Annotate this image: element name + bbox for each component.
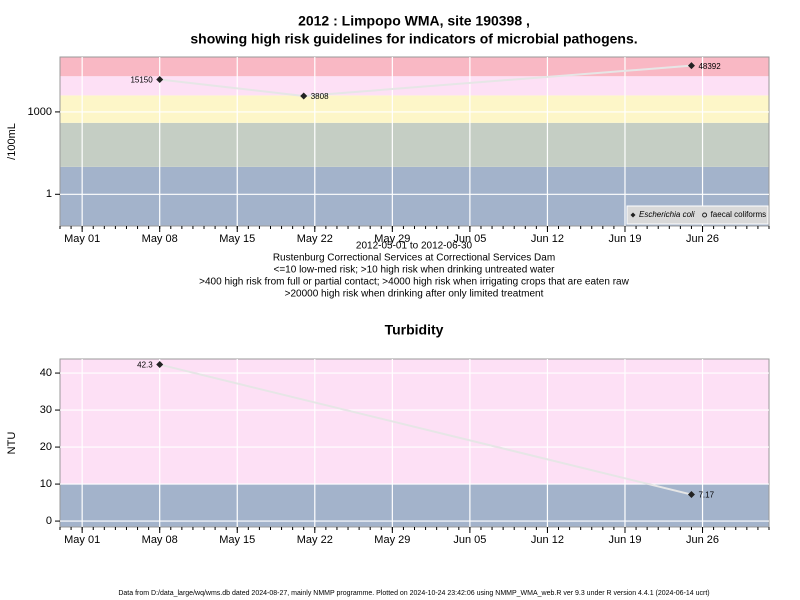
- x-tick-label: May 08: [142, 534, 178, 546]
- value-label: 42.3: [137, 361, 153, 370]
- x-tick-label: May 29: [374, 534, 410, 546]
- x-tick-label: May 01: [64, 233, 100, 245]
- x-tick-label: May 01: [64, 534, 100, 546]
- x-tick-label: Jun 12: [531, 233, 564, 245]
- y-tick-label: 30: [40, 404, 52, 416]
- legend-label: faecal coliforms: [711, 210, 767, 219]
- note: >400 high risk from full or partial cont…: [199, 277, 629, 288]
- y-tick-label: 0: [46, 515, 52, 527]
- footer: Data from D:/data_large/wq/wms.db dated …: [118, 590, 709, 597]
- x-tick-label: May 29: [374, 233, 410, 245]
- data-point: [156, 361, 164, 369]
- x-tick-label: Jun 12: [531, 534, 564, 546]
- data-point: [687, 62, 695, 70]
- data-point: [300, 92, 308, 100]
- chart-title: Turbidity: [385, 322, 444, 338]
- risk-band: [60, 57, 769, 77]
- risk-band: [60, 95, 769, 123]
- risk-band: [60, 359, 769, 485]
- risk-band: [60, 484, 769, 527]
- x-tick-label: May 08: [142, 233, 178, 245]
- x-tick-label: Jun 19: [608, 534, 641, 546]
- risk-band: [60, 122, 769, 167]
- risk-band: [60, 76, 769, 96]
- x-tick-label: May 22: [297, 233, 333, 245]
- x-tick-label: Jun 26: [686, 534, 719, 546]
- legend-label: Escherichia coli: [639, 210, 695, 219]
- legend-marker: [702, 212, 708, 218]
- value-label: 7.17: [698, 491, 714, 500]
- x-tick-label: May 15: [219, 534, 255, 546]
- note: 2012-05-01 to 2012-06-30: [356, 241, 473, 252]
- y-tick-label: 1: [46, 188, 52, 200]
- series-line: [159, 363, 692, 496]
- data-point: [687, 491, 695, 499]
- value-label: 15150: [130, 76, 153, 85]
- y-axis-label: NTU: [6, 432, 18, 455]
- value-label: 48392: [698, 62, 721, 71]
- x-tick-label: May 15: [219, 233, 255, 245]
- value-label: 3808: [311, 92, 329, 101]
- x-tick-label: Jun 05: [453, 534, 486, 546]
- y-axis-label: /100mL: [6, 123, 18, 160]
- y-tick-label: 40: [40, 367, 52, 379]
- note: Rustenburg Correctional Services at Corr…: [273, 253, 555, 264]
- x-tick-label: May 22: [297, 534, 333, 546]
- chart-title: showing high risk guidelines for indicat…: [190, 31, 637, 47]
- x-tick-label: Jun 19: [608, 233, 641, 245]
- y-tick-label: 20: [40, 441, 52, 453]
- legend-marker: [630, 212, 636, 218]
- chart-title: 2012 : Limpopo WMA, site 190398 ,: [298, 13, 530, 29]
- x-tick-label: Jun 05: [453, 233, 486, 245]
- note: >20000 high risk when drinking after onl…: [285, 289, 544, 300]
- note: <=10 low-med risk; >10 high risk when dr…: [274, 265, 556, 276]
- legend-box: [626, 205, 769, 225]
- data-point: [156, 76, 164, 84]
- y-tick-label: 1000: [28, 106, 52, 118]
- y-tick-label: 10: [40, 478, 52, 490]
- x-tick-label: Jun 26: [686, 233, 719, 245]
